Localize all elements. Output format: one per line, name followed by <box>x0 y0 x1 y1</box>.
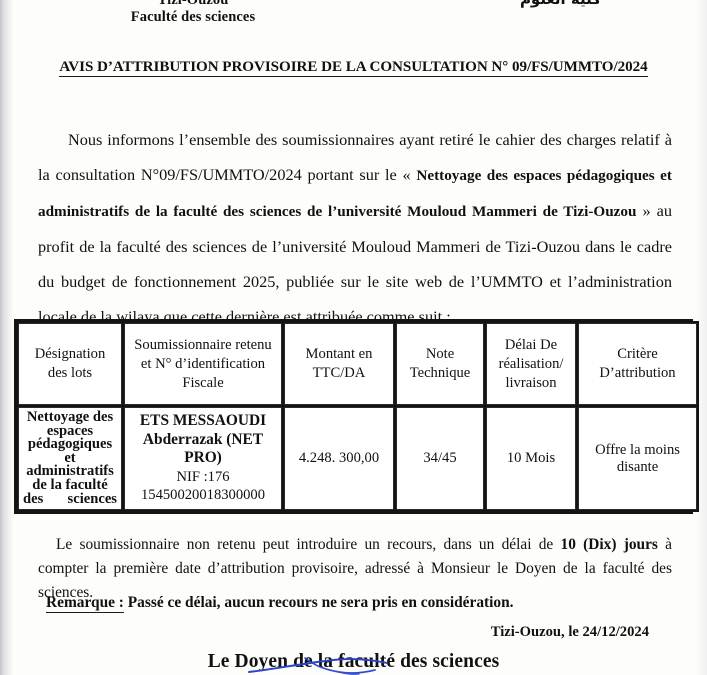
letterhead: Tizi-Ouzou Faculté des sciences كلية الع… <box>0 0 707 32</box>
table-row: Nettoyage des espaces pédagogiques et ad… <box>18 407 697 511</box>
place-and-date: Tizi-Ouzou, le 24/12/2024 <box>490 624 649 640</box>
cell-delay: 10 Mois <box>486 407 576 511</box>
cell-technical-note: 34/45 <box>396 407 484 511</box>
cell-bidder: ETS MESSAOUDI Abderrazak (NET PRO) NIF :… <box>124 407 282 511</box>
cell-amount: 4.248. 300,00 <box>284 407 394 511</box>
remark-label: Remarque : <box>46 594 124 613</box>
remark-line: Remarque : Passé ce délai, aucun recours… <box>46 594 666 613</box>
intro-part-1: Nous informons l’ensemble des soumission… <box>38 130 672 185</box>
letterhead-city: Tizi-Ouzou <box>157 0 229 8</box>
col-header-criterion: Critère D’attribution <box>578 323 697 405</box>
intro-subject-bold: Nettoyage des espaces pédagogiques et ad… <box>38 167 672 221</box>
page-title: AVIS D’ATTRIBUTION PROVISOIRE DE LA CONS… <box>0 59 707 77</box>
intro-paragraph: Nous informons l’ensemble des soumission… <box>38 122 672 334</box>
cell-criterion: Offre la moins disante <box>578 407 697 511</box>
col-header-delay: Délai De réalisation/ livraison <box>486 323 576 405</box>
award-table-container: Désignation des lots Soumissionnaire ret… <box>14 319 699 515</box>
cell-designation: Nettoyage des espaces pédagogiques et ad… <box>18 407 122 511</box>
letterhead-french: Tizi-Ouzou Faculté des sciences <box>78 0 308 26</box>
col-header-technical-note: Note Technique <box>396 323 484 405</box>
remark-text: Passé ce délai, aucun recours ne sera pr… <box>123 594 514 611</box>
signoff-title: Le Doyen de la faculté des sciences <box>207 651 500 672</box>
letterhead-arabic: كلية العلوم <box>520 0 601 8</box>
col-header-amount: Montant en TTC/DA <box>284 323 394 405</box>
scan-edge-left <box>0 0 14 675</box>
appeal-part-1: Le soumissionnaire non retenu peut intro… <box>56 536 561 554</box>
letterhead-faculty: Faculté des sciences <box>130 9 256 25</box>
cell-bidder-nif: NIF :176 15450020018300000 <box>140 468 266 504</box>
appeal-deadline-bold: 10 (Dix) jours <box>560 536 658 554</box>
award-table: Désignation des lots Soumissionnaire ret… <box>16 321 699 513</box>
appeal-part-2: à compter la première date d’attribution… <box>38 536 672 602</box>
appeal-paragraph: Le soumissionnaire non retenu peut intro… <box>38 533 672 605</box>
cell-bidder-name: ETS MESSAOUDI Abderrazak (NET PRO) <box>139 412 267 467</box>
page-title-text: AVIS D’ATTRIBUTION PROVISOIRE DE LA CONS… <box>59 59 648 77</box>
table-header-row: Désignation des lots Soumissionnaire ret… <box>18 323 697 405</box>
col-header-bidder: Soumissionnaire retenu et N° d’identific… <box>124 323 282 405</box>
col-header-designation: Désignation des lots <box>18 323 122 405</box>
